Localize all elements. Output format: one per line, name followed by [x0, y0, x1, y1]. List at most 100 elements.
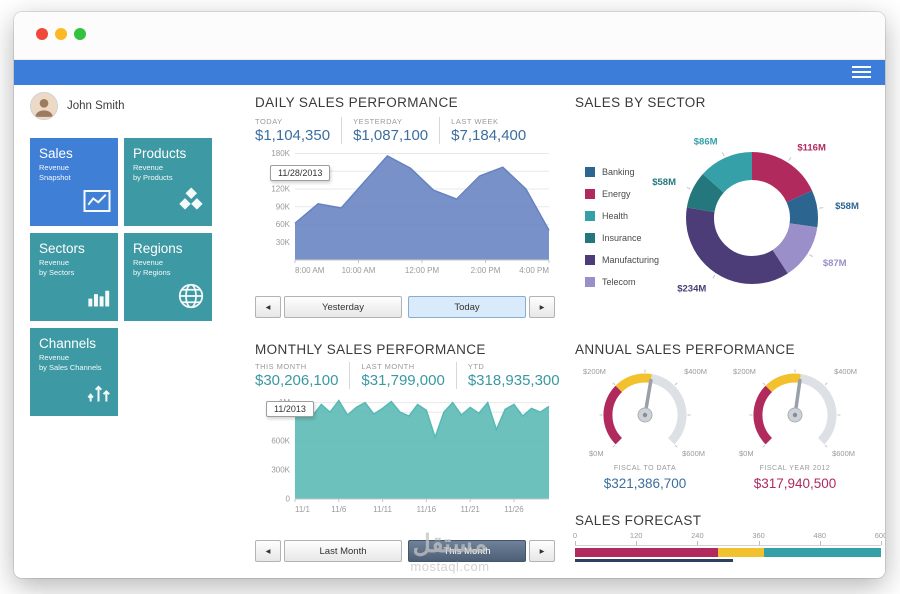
gauge-value: $317,940,500 — [753, 476, 837, 491]
monthly-area-chart[interactable]: 0300K600K900K1M11/111/611/1111/1611/2111… — [255, 385, 555, 527]
legend-swatch — [585, 167, 595, 177]
svg-text:300K: 300K — [271, 466, 290, 475]
close-button[interactable] — [36, 28, 48, 40]
monthly-next-button[interactable]: ▸ — [529, 540, 555, 562]
annual-section-title: ANNUAL SALES PERFORMANCE — [575, 342, 795, 357]
gauge-dial — [599, 369, 691, 448]
arrows-up-icon — [85, 379, 112, 411]
svg-text:8:00 AM: 8:00 AM — [295, 266, 325, 275]
svg-text:180K: 180K — [271, 149, 290, 158]
tile-title: Channels — [39, 336, 97, 351]
sector-legend: Banking Energy Health Insurance Manufact… — [585, 161, 659, 293]
svg-text:$87M: $87M — [823, 258, 847, 269]
tile-title: Products — [133, 146, 187, 161]
svg-text:0: 0 — [286, 495, 291, 504]
avatar[interactable] — [30, 92, 58, 120]
bar-chart-icon — [85, 284, 112, 316]
monthly-chart-tooltip: 11/2013 — [266, 401, 314, 417]
monthly-last-month-button[interactable]: Last Month — [284, 540, 402, 562]
svg-text:11/26: 11/26 — [504, 505, 524, 514]
menu-icon[interactable] — [852, 66, 871, 81]
svg-text:11/6: 11/6 — [331, 505, 347, 514]
tile-subtitle: Revenue by Products — [133, 163, 173, 183]
legend-item-banking[interactable]: Banking — [585, 161, 659, 183]
svg-text:11/1: 11/1 — [295, 505, 311, 514]
tile-sales[interactable]: Sales Revenue Snapshot — [30, 138, 118, 226]
daily-nav: ◂ Yesterday Today ▸ — [255, 296, 555, 318]
svg-text:$234M: $234M — [677, 283, 706, 294]
stat-yesterday: YESTERDAY $1,087,100 — [353, 117, 441, 144]
forecast-linear-gauge: 0120240360480600 — [573, 531, 885, 565]
gauge-scale-label: $400M — [684, 367, 707, 376]
gauge-scale-label: $600M — [832, 449, 855, 458]
svg-text:11/16: 11/16 — [417, 505, 437, 514]
tile-products[interactable]: Products Revenue by Products — [124, 138, 212, 226]
sector-donut-chart[interactable]: $116M $58M $87M $234M $58M $86M — [622, 126, 872, 311]
monthly-prev-button[interactable]: ◂ — [255, 540, 281, 562]
svg-text:90K: 90K — [276, 202, 291, 211]
globe-icon — [176, 281, 206, 316]
legend-swatch — [585, 277, 595, 287]
svg-text:2:00 PM: 2:00 PM — [471, 266, 501, 275]
stat-ytd: YTD $318,935,300 — [467, 362, 560, 389]
svg-text:30K: 30K — [276, 238, 291, 247]
legend-swatch — [585, 189, 595, 199]
legend-item-insurance[interactable]: Insurance — [585, 227, 659, 249]
legend-swatch — [585, 255, 595, 265]
legend-item-manufacturing[interactable]: Manufacturing — [585, 249, 659, 271]
tile-channels[interactable]: Channels Revenue by Sales Channels — [30, 328, 118, 416]
svg-text:12:00 PM: 12:00 PM — [405, 266, 440, 275]
daily-yesterday-button[interactable]: Yesterday — [284, 296, 402, 318]
svg-text:10:00 AM: 10:00 AM — [342, 266, 376, 275]
boxes-icon — [176, 186, 206, 221]
gauge-value: $321,386,700 — [603, 476, 687, 491]
tile-title: Regions — [133, 241, 183, 256]
daily-stats: TODAY $1,104,350 YESTERDAY $1,087,100 LA… — [255, 117, 548, 144]
tile-subtitle: Revenue by Regions — [133, 258, 171, 278]
monthly-nav: ◂ Last Month This Month ▸ — [255, 540, 555, 562]
legend-swatch — [585, 211, 595, 221]
legend-swatch — [585, 233, 595, 243]
daily-chart-tooltip: 11/28/2013 — [270, 165, 331, 181]
legend-item-telecom[interactable]: Telecom — [585, 271, 659, 293]
legend-item-health[interactable]: Health — [585, 205, 659, 227]
svg-text:60K: 60K — [276, 220, 291, 229]
stat-today: TODAY $1,104,350 — [255, 117, 343, 144]
tile-subtitle: Revenue Snapshot — [39, 163, 71, 183]
dashboard-content: John Smith Sales Revenue Snapshot Product… — [14, 85, 885, 578]
line-chart-icon — [82, 186, 112, 221]
tile-title: Sectors — [39, 241, 85, 256]
zoom-button[interactable] — [74, 28, 86, 40]
sector-section-title: SALES BY SECTOR — [575, 95, 706, 110]
svg-text:$58M: $58M — [652, 177, 676, 188]
stat-last-month: LAST MONTH $31,799,000 — [361, 362, 457, 389]
svg-text:4:00 PM: 4:00 PM — [519, 266, 549, 275]
monthly-stats: THIS MONTH $30,206,100 LAST MONTH $31,79… — [255, 362, 582, 389]
daily-today-button[interactable]: Today — [408, 296, 526, 318]
monthly-section-title: MONTHLY SALES PERFORMANCE — [255, 342, 486, 357]
svg-text:$86M: $86M — [694, 136, 718, 147]
tile-regions[interactable]: Regions Revenue by Regions — [124, 233, 212, 321]
window-titlebar — [14, 12, 885, 60]
svg-text:$58M: $58M — [835, 201, 859, 212]
tile-subtitle: Revenue by Sales Channels — [39, 353, 102, 373]
svg-text:11/11: 11/11 — [373, 505, 392, 514]
daily-next-button[interactable]: ▸ — [529, 296, 555, 318]
stat-last-week: LAST WEEK $7,184,400 — [451, 117, 527, 144]
forecast-section-title: SALES FORECAST — [575, 513, 702, 528]
gauge-caption: FISCAL YEAR 2012 — [759, 465, 831, 472]
app-header-bar — [14, 60, 885, 85]
gauge-caption: FISCAL TO DATA — [613, 465, 677, 472]
svg-text:120K: 120K — [271, 185, 290, 194]
annual-gauge-fiscal-to-date: $200M $400M $0M $600M FISCAL TO DATA $32… — [571, 355, 719, 495]
tile-sectors[interactable]: Sectors Revenue by Sectors — [30, 233, 118, 321]
monthly-this-month-button[interactable]: This Month — [408, 540, 526, 562]
gauge-scale-label: $200M — [583, 367, 606, 376]
daily-prev-button[interactable]: ◂ — [255, 296, 281, 318]
legend-item-energy[interactable]: Energy — [585, 183, 659, 205]
gauge-scale-label: $0M — [739, 449, 754, 458]
svg-text:600K: 600K — [271, 437, 290, 446]
minimize-button[interactable] — [55, 28, 67, 40]
browser-window: John Smith Sales Revenue Snapshot Product… — [14, 12, 885, 578]
